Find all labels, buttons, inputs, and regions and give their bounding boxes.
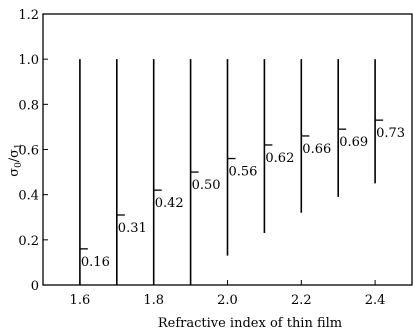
y-tick-label: 1.0: [18, 53, 39, 68]
y-tick-label: 0: [31, 279, 39, 294]
ratio-label: 0.69: [339, 135, 368, 150]
y-tick-label: 0.8: [18, 98, 39, 113]
range-bars: [79, 59, 376, 285]
ratio-label: 0.31: [118, 221, 147, 236]
y-axis-ticks: 0 0.2 0.4 0.6 0.8 1.0 1.2: [18, 8, 48, 294]
x-tick-label: 2.4: [365, 293, 386, 308]
x-tick-label: 1.6: [70, 293, 91, 308]
y-tick-label: 0.2: [18, 234, 39, 249]
x-axis-label: Refractive index of thin film: [158, 316, 342, 331]
ratio-markers: [79, 119, 384, 250]
ratio-label: 0.73: [376, 126, 405, 141]
y-tick-label: 1.2: [18, 8, 39, 23]
ratio-labels: 0.16 0.31 0.42 0.50 0.56 0.62 0.66 0.69 0.73: [81, 126, 405, 270]
ratio-label: 0.56: [229, 165, 258, 180]
ratio-label: 0.66: [302, 142, 331, 157]
x-axis-ticks: 1.6 1.8 2.0 2.2 2.4: [70, 280, 386, 308]
y-tick-label: 0.6: [18, 144, 39, 159]
x-tick-label: 1.8: [143, 293, 164, 308]
y-axis-label: σ0/σ1: [7, 143, 24, 177]
x-tick-label: 2.2: [291, 293, 312, 308]
ratio-label: 0.62: [265, 151, 294, 166]
ratio-label: 0.42: [155, 196, 184, 211]
y-tick-label: 0.4: [18, 189, 39, 204]
ratio-label: 0.50: [192, 178, 221, 193]
ratio-label: 0.16: [81, 255, 110, 270]
x-tick-label: 2.0: [217, 293, 238, 308]
